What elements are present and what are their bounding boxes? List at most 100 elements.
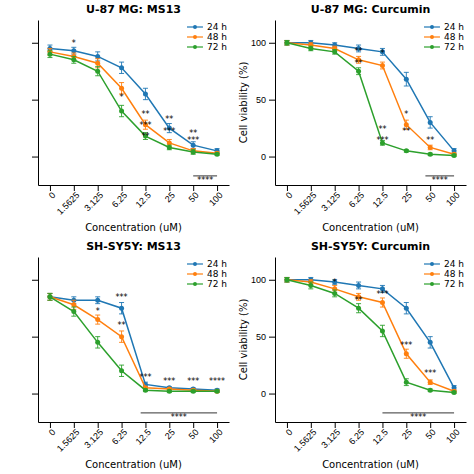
marker (215, 389, 220, 394)
x-tick: 25 (400, 422, 414, 441)
legend-item: 48 h (424, 32, 464, 42)
x-tick: 0 (47, 185, 58, 201)
y-tick-mark (269, 394, 275, 395)
plot-area (47, 45, 219, 157)
y-tick: 0 (261, 389, 275, 399)
y-axis (32, 258, 39, 423)
x-tick-label: 3.125 (82, 427, 105, 450)
x-tick: 50 (424, 422, 438, 441)
annotation: * (404, 110, 408, 119)
error-bar (284, 277, 289, 282)
annotation: ** (118, 321, 126, 330)
marker (47, 294, 52, 299)
legend-marker (430, 262, 434, 266)
error-bar (167, 145, 172, 150)
x-tick-label: 25 (400, 427, 414, 441)
annotation: * (96, 307, 100, 316)
marker (47, 52, 52, 57)
marker (119, 86, 124, 91)
marker (356, 283, 361, 288)
error-bar (71, 56, 76, 63)
x-tick: 1.5625 (292, 422, 319, 454)
legend-marker (193, 45, 197, 49)
annotation: ** (141, 110, 149, 119)
legend-marker (193, 262, 197, 266)
series (47, 293, 219, 393)
legend-item: 72 h (424, 42, 464, 52)
series (47, 293, 219, 392)
legend-marker (193, 272, 197, 276)
marker (284, 40, 289, 45)
legend-item: 24 h (187, 259, 227, 269)
error-bar (119, 62, 124, 73)
marker (119, 368, 124, 373)
marker (284, 277, 289, 282)
x-tick-label: 25 (400, 190, 414, 204)
marker (47, 294, 52, 299)
annotation: ** (355, 47, 363, 56)
marker (95, 317, 100, 322)
annotations: *********************** (96, 293, 225, 422)
x-tick-label: 25 (163, 190, 177, 204)
marker (308, 283, 313, 288)
legend-item: 48 h (187, 32, 227, 42)
marker (119, 306, 124, 311)
title: U-87 MG: Curcumin (311, 3, 431, 16)
error-bar (404, 72, 409, 86)
line (50, 48, 217, 150)
marker (284, 277, 289, 282)
annotations: *********************** (72, 39, 217, 185)
y-tick (32, 337, 38, 338)
y-tick (32, 157, 38, 158)
marker (284, 40, 289, 45)
line (50, 54, 217, 154)
y-tick (32, 394, 38, 395)
annotation: *** (187, 136, 199, 145)
error-bar (95, 315, 100, 324)
error-bar (284, 40, 289, 45)
legend-item: 24 h (424, 22, 464, 32)
series (47, 51, 219, 157)
error-bar (428, 380, 433, 385)
y-axis-line (38, 21, 39, 186)
x-tick: 0 (284, 185, 295, 201)
x-tick-label: 50 (424, 190, 438, 204)
annotations: **************** (333, 278, 454, 422)
marker (452, 390, 457, 395)
annotation: ** (355, 59, 363, 68)
legend: 24 h48 h72 h (424, 22, 464, 52)
annotation: *** (163, 377, 175, 386)
marker (356, 306, 361, 311)
x-tick-label: 100 (207, 190, 225, 208)
x-tick-label: 100 (444, 427, 462, 445)
y-axis-line (275, 258, 276, 423)
y-tick-label: 100 (251, 38, 266, 48)
marker (428, 145, 433, 150)
legend-label: 24 h (444, 22, 464, 32)
x-tick-label: 1.5625 (55, 427, 82, 454)
annotations: ******************* (355, 47, 455, 185)
bracket-label: **** (197, 176, 213, 185)
marker (308, 46, 313, 51)
marker (332, 291, 337, 296)
x-axis-line (276, 422, 467, 423)
y-tick-mark (269, 280, 275, 281)
y-tick-mark (32, 100, 38, 101)
y-tick-label: 50 (256, 95, 266, 105)
marker (428, 340, 433, 345)
marker (119, 65, 124, 70)
marker (452, 153, 457, 158)
x-tick-label: 12.5 (371, 427, 390, 446)
legend-label: 72 h (207, 42, 227, 52)
marker (404, 380, 409, 385)
y-tick-mark (32, 337, 38, 338)
annotation: *** (116, 293, 128, 302)
legend-marker (193, 35, 197, 39)
series (47, 293, 219, 393)
marker (284, 277, 289, 282)
marker (95, 298, 100, 303)
marker (119, 334, 124, 339)
annotation: ** (426, 136, 434, 145)
marker (404, 306, 409, 311)
title: SH-SY5Y: MS13 (86, 240, 181, 253)
